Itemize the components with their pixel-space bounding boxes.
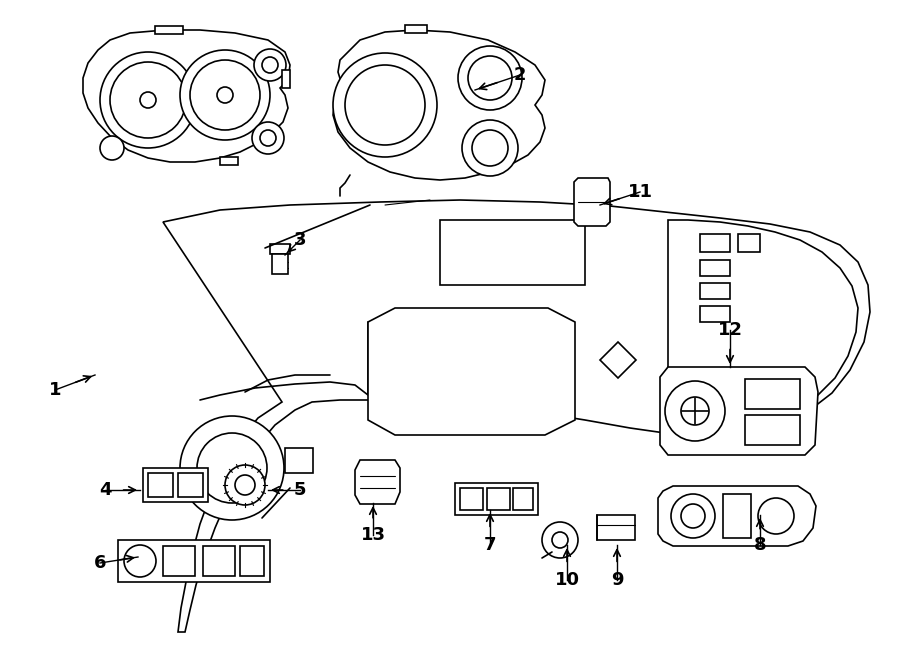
Circle shape: [124, 545, 156, 577]
Bar: [455, 483, 538, 515]
Polygon shape: [668, 220, 858, 428]
Bar: [240, 546, 264, 576]
Bar: [272, 254, 288, 274]
Polygon shape: [660, 367, 818, 455]
Bar: [148, 473, 173, 497]
Bar: [178, 473, 203, 497]
Circle shape: [552, 532, 568, 548]
Bar: [723, 494, 751, 538]
Bar: [118, 540, 270, 582]
Circle shape: [458, 46, 522, 110]
Circle shape: [665, 381, 725, 441]
Bar: [738, 234, 760, 252]
Bar: [285, 448, 313, 473]
Circle shape: [345, 65, 425, 145]
Bar: [700, 283, 730, 299]
Text: 4: 4: [99, 481, 112, 499]
Circle shape: [217, 87, 233, 103]
Circle shape: [254, 49, 286, 81]
Bar: [405, 25, 427, 33]
Bar: [143, 468, 208, 502]
Polygon shape: [574, 178, 610, 226]
Bar: [203, 546, 235, 576]
Circle shape: [681, 504, 705, 528]
Text: 8: 8: [753, 536, 766, 554]
Bar: [282, 70, 290, 88]
Circle shape: [140, 92, 156, 108]
Polygon shape: [368, 308, 575, 435]
Text: 5: 5: [293, 481, 306, 499]
Bar: [155, 26, 183, 34]
Text: 9: 9: [611, 571, 623, 589]
Text: 6: 6: [94, 554, 106, 572]
Circle shape: [252, 122, 284, 154]
Circle shape: [225, 465, 265, 505]
Text: 10: 10: [554, 571, 580, 589]
Text: 12: 12: [717, 321, 742, 339]
Circle shape: [758, 498, 794, 534]
Circle shape: [110, 62, 186, 138]
Bar: [745, 415, 800, 445]
Circle shape: [100, 52, 196, 148]
Text: 3: 3: [293, 231, 306, 249]
Bar: [220, 157, 238, 165]
Text: 11: 11: [627, 183, 652, 201]
Bar: [597, 515, 635, 540]
Bar: [460, 488, 483, 510]
Circle shape: [235, 475, 255, 495]
Bar: [700, 260, 730, 276]
Bar: [270, 244, 290, 254]
Bar: [700, 306, 730, 322]
Bar: [163, 546, 195, 576]
Polygon shape: [355, 460, 400, 504]
Polygon shape: [600, 342, 636, 378]
Text: 1: 1: [49, 381, 61, 399]
Polygon shape: [163, 200, 870, 632]
Bar: [487, 488, 510, 510]
Circle shape: [190, 60, 260, 130]
Circle shape: [262, 57, 278, 73]
Circle shape: [542, 522, 578, 558]
Circle shape: [472, 130, 508, 166]
Circle shape: [100, 136, 124, 160]
Circle shape: [681, 397, 709, 425]
Circle shape: [180, 416, 284, 520]
Polygon shape: [83, 30, 290, 162]
Circle shape: [260, 130, 276, 146]
Polygon shape: [333, 30, 545, 180]
Text: 13: 13: [361, 526, 385, 544]
Circle shape: [671, 494, 715, 538]
Bar: [440, 220, 585, 285]
Polygon shape: [658, 486, 816, 546]
Circle shape: [197, 433, 267, 503]
Bar: [700, 234, 730, 252]
Circle shape: [462, 120, 518, 176]
Circle shape: [333, 53, 437, 157]
Bar: [513, 488, 533, 510]
Bar: [745, 379, 800, 409]
Circle shape: [468, 56, 512, 100]
Text: 2: 2: [514, 66, 526, 84]
Circle shape: [180, 50, 270, 140]
Text: 7: 7: [484, 536, 496, 554]
